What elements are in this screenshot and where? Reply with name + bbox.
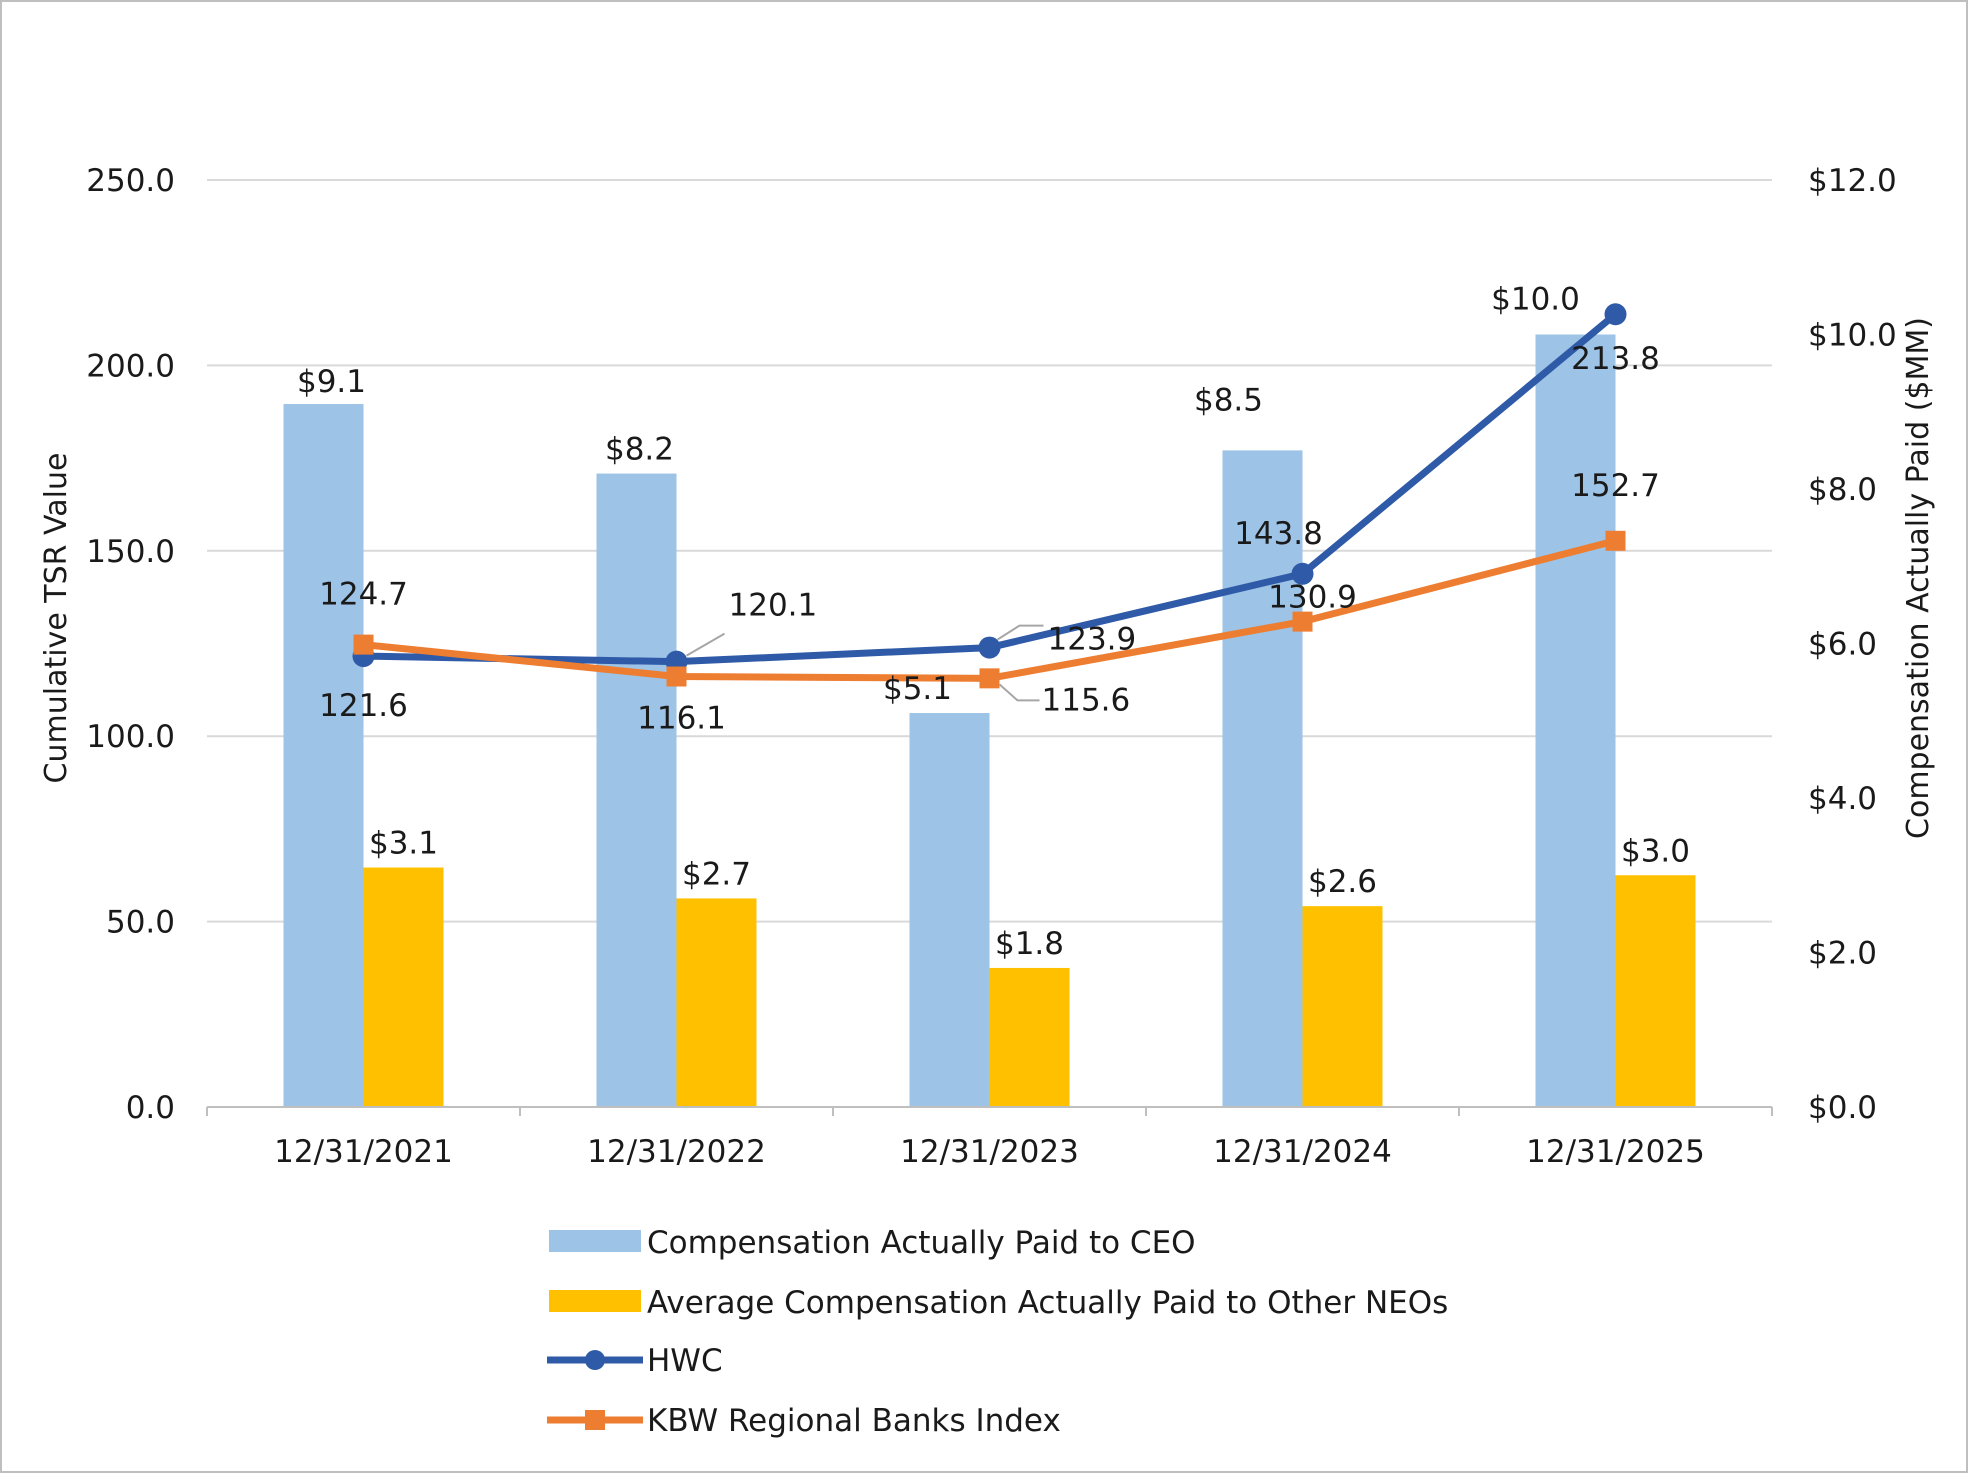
bar-neo (1302, 906, 1383, 1107)
hwc-marker (1604, 303, 1627, 326)
bar-neo (989, 967, 1070, 1107)
neo-data-label: $3.0 (1621, 833, 1690, 869)
hwc-data-label: 121.6 (319, 688, 408, 724)
y-left-tick-label: 100.0 (86, 719, 175, 755)
bar-neo (363, 867, 444, 1107)
kbw-data-label: 130.9 (1268, 580, 1357, 616)
y-left-tick-label: 150.0 (86, 534, 175, 570)
y-left-tick-label: 50.0 (106, 905, 175, 941)
y-right-tick-label: $12.0 (1808, 163, 1897, 199)
kbw-data-label: 124.7 (319, 577, 408, 613)
neo-data-label: $3.1 (369, 826, 438, 862)
hwc-data-label: 143.8 (1234, 516, 1323, 552)
legend-swatch-neo (549, 1290, 641, 1312)
hwc-data-label: 123.9 (1048, 622, 1137, 658)
kbw-marker (353, 634, 374, 655)
neo-data-label: $2.7 (682, 856, 751, 892)
legend-label-neo: Average Compensation Actually Paid to Ot… (647, 1285, 1448, 1321)
kbw-marker (1605, 530, 1626, 551)
x-tick-label: 12/31/2025 (1526, 1134, 1705, 1170)
ceo-data-label: $8.2 (605, 432, 674, 468)
bar-ceo (909, 713, 990, 1107)
bar-series (283, 334, 1696, 1107)
kbw-marker (666, 666, 687, 687)
hwc-leader-line (685, 632, 726, 657)
y-left-axis-title: Cumulative TSR Value (39, 453, 74, 784)
bar-ceo (283, 404, 364, 1107)
legend: Compensation Actually Paid to CEO Averag… (547, 1225, 1448, 1439)
data-labels: $9.1 $8.2 $5.1 $8.5 $10.0 $3.1 $2.7 $1.8 $2.6 $3.… (297, 282, 1690, 962)
ceo-data-label: $10.0 (1491, 282, 1580, 318)
y-left-tick-label: 200.0 (86, 348, 175, 384)
neo-data-label: $1.8 (995, 926, 1064, 962)
x-tick-label: 12/31/2023 (900, 1134, 1079, 1170)
kbw-data-label: 116.1 (637, 701, 726, 737)
y-right-tick-label: $8.0 (1808, 472, 1877, 508)
y-left-tick-label: 250.0 (86, 163, 175, 199)
bar-neo (1615, 875, 1696, 1107)
x-tick-label: 12/31/2021 (274, 1134, 453, 1170)
bar-ceo (1535, 334, 1616, 1107)
hwc-leader-line (996, 624, 1044, 641)
legend-label-ceo: Compensation Actually Paid to CEO (647, 1225, 1196, 1261)
ceo-data-label: $5.1 (883, 671, 952, 707)
hwc-data-label: 213.8 (1571, 341, 1660, 377)
hwc-marker (1291, 562, 1314, 585)
legend-swatch-ceo (549, 1230, 641, 1252)
y-right-tick-label: $0.0 (1808, 1090, 1877, 1126)
kbw-leader-line (998, 683, 1040, 702)
legend-item-ceo: Compensation Actually Paid to CEO (549, 1225, 1196, 1261)
y-right-tick-label: $2.0 (1808, 936, 1877, 972)
ceo-data-label: $8.5 (1194, 382, 1263, 418)
bar-neo (676, 898, 757, 1107)
axes: 0.0 50.0 100.0 150.0 200.0 250.0 $0.0 $2.0 $4.0 $… (86, 163, 1897, 1170)
legend-label-hwc: HWC (647, 1343, 723, 1379)
legend-item-kbw: KBW Regional Banks Index (547, 1403, 1061, 1439)
legend-label-kbw: KBW Regional Banks Index (647, 1403, 1061, 1439)
x-tick-label: 12/31/2022 (587, 1134, 766, 1170)
ceo-data-label: $9.1 (297, 364, 366, 400)
bar-ceo (1222, 450, 1303, 1107)
y-right-tick-label: $10.0 (1808, 318, 1897, 354)
kbw-data-label: 115.6 (1042, 682, 1131, 718)
neo-data-label: $2.6 (1308, 864, 1377, 900)
hwc-data-label: 120.1 (729, 588, 818, 624)
line-series (352, 303, 1627, 689)
hwc-marker (978, 636, 1001, 659)
kbw-marker (1292, 611, 1313, 632)
y-right-axis-title: Compensation Actually Paid ($MM) (1901, 317, 1936, 839)
x-tick-label: 12/31/2024 (1213, 1134, 1392, 1170)
kbw-marker (979, 668, 1000, 689)
legend-marker-kbw (585, 1410, 605, 1430)
legend-item-hwc: HWC (547, 1343, 723, 1379)
y-right-tick-label: $4.0 (1808, 781, 1877, 817)
legend-item-neo: Average Compensation Actually Paid to Ot… (549, 1285, 1448, 1321)
kbw-data-label: 152.7 (1571, 468, 1660, 504)
bar-ceo (596, 473, 677, 1107)
y-right-tick-label: $6.0 (1808, 627, 1877, 663)
legend-marker-hwc (585, 1350, 605, 1370)
y-left-tick-label: 0.0 (126, 1090, 175, 1126)
